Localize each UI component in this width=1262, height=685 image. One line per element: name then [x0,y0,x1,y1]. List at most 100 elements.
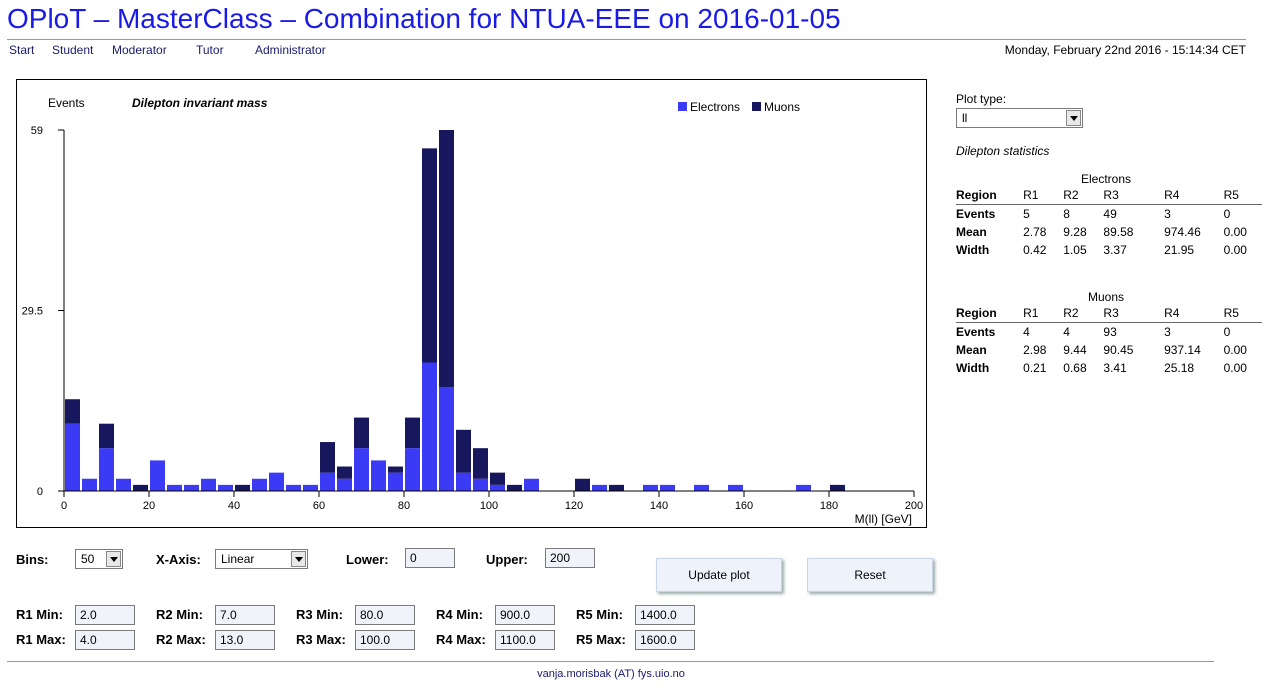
stats-header-cell: R5 [1223,304,1262,323]
y-tick-label: 59 [31,125,43,137]
r2-max-input[interactable] [215,630,275,650]
footer-contact[interactable]: vanja.morisbak (AT) fys.uio.no [537,668,685,680]
stats-cell: 0.00 [1223,361,1247,375]
bar-electrons-136 [643,484,658,491]
r1-min-input[interactable] [75,605,135,625]
title-divider [7,39,1246,40]
nav-student[interactable]: Student [52,43,94,57]
upper-label: Upper: [486,552,528,567]
bar-electrons-72 [371,460,386,491]
stats-cell: 9.28 [1063,225,1087,239]
electron-stats-block: Electrons Region R1 R2 R3 R4 R5 Events 5 8 49 3 0 Me… [956,172,1262,259]
stats-row: Mean 2.78 9.28 89.58 974.46 0.00 [956,223,1262,241]
bar-electrons-20 [150,460,165,491]
stats-header-cell: R4 [1164,186,1224,205]
legend-label-muons: Muons [764,100,800,114]
stats-cell: 3.37 [1103,243,1127,257]
x-tick-label: 20 [143,500,155,512]
page-title: OPloT – MasterClass – Combination for NT… [7,3,841,34]
stats-row-label: Mean [956,225,987,239]
bar-muons-16 [133,484,148,491]
r3-max-input[interactable] [355,630,415,650]
bar-muons-84 [422,148,437,363]
stats-header-cell: R1 [1023,304,1064,323]
bar-electrons-32 [201,478,216,491]
bar-muons-120 [575,478,590,491]
bar-electrons-0 [65,423,80,491]
bar-electrons-84 [422,362,437,491]
r5-max-input[interactable] [635,630,695,650]
muon-stats-table: Region R1 R2 R3 R4 R5 Events 4 4 93 3 0 Mean 2.98 9.44… [956,304,1262,377]
stats-row-label: Events [956,207,996,221]
nav-start[interactable]: Start [9,43,35,57]
bar-electrons-124 [592,484,607,491]
bar-electrons-52 [286,484,301,491]
electron-stats-caption: Electrons [1080,172,1132,186]
stats-cell: 25.18 [1164,361,1195,375]
stats-cell: 0.42 [1023,243,1047,257]
stats-cell: 93 [1103,325,1117,339]
stats-cell: 0.00 [1223,225,1247,239]
plot-type-select[interactable]: ll [956,108,1083,128]
bar-muons-8 [99,423,114,449]
stats-row: Width 0.21 0.68 3.41 25.18 0.00 [956,359,1262,377]
nav-tutor[interactable]: Tutor [196,43,224,57]
stats-cell: 4 [1063,325,1070,339]
stats-cell: 3 [1164,207,1171,221]
r2-max-label: R2 Max: [156,632,206,647]
x-tick-label: 100 [480,500,498,512]
r4-max-input[interactable] [495,630,555,650]
bins-value: 50 [81,552,95,566]
stats-cell: 0.68 [1063,361,1087,375]
bar-electrons-36 [218,484,233,491]
update-plot-button[interactable]: Update plot [656,558,782,592]
y-tick-label: 0 [37,486,43,498]
stats-header-cell: Region [956,186,1024,205]
upper-input[interactable] [545,548,595,568]
bar-muons-76 [388,466,403,473]
r5-max-label: R5 Max: [576,632,626,647]
electron-stats-table: Region R1 R2 R3 R4 R5 Events 5 8 49 3 0 Mean 2.78 9.28… [956,186,1262,259]
x-tick-label: 120 [565,500,583,512]
bar-muons-180 [830,484,845,491]
stats-header-cell: R3 [1103,304,1165,323]
stats-cell: 1.05 [1063,243,1087,257]
stats-cell: 8 [1063,207,1070,221]
bar-electrons-172 [796,484,811,491]
nav-administrator[interactable]: Administrator [255,43,326,57]
stats-header-cell: R3 [1103,186,1165,205]
r2-min-input[interactable] [215,605,275,625]
r4-min-input[interactable] [495,605,555,625]
lower-input[interactable] [405,548,455,568]
bar-muons-80 [405,417,420,449]
plot-type-label: Plot type: [956,92,1007,106]
stats-row-label: Events [956,325,996,339]
bins-select[interactable]: 50 [75,549,123,569]
nav-moderator[interactable]: Moderator [112,43,167,57]
reset-button[interactable]: Reset [807,558,933,592]
x-tick-label: 160 [735,500,753,512]
stats-cell: 49 [1103,207,1117,221]
bar-electrons-76 [388,472,403,491]
histogram-chart: 0 29.5 59 0 20 40 60 80 100 120 140 160 180 200 Even… [22,96,924,526]
bar-electrons-100 [490,484,505,491]
r1-max-label: R1 Max: [16,632,66,647]
stats-row: Mean 2.98 9.44 90.45 937.14 0.00 [956,341,1262,359]
bar-electrons-12 [116,478,131,491]
bar-electrons-108 [524,478,539,491]
r3-min-input[interactable] [355,605,415,625]
xaxis-value: Linear [221,552,255,566]
r1-min-label: R1 Min: [16,607,63,622]
r1-max-input[interactable] [75,630,135,650]
r3-min-label: R3 Min: [296,607,343,622]
r5-min-input[interactable] [635,605,695,625]
stats-header-cell: R2 [1063,304,1104,323]
muon-stats-block: Muons Region R1 R2 R3 R4 R5 Events 4 4 93 3 0 Mean 2.… [956,290,1262,377]
bins-label: Bins: [16,552,49,567]
r2-min-label: R2 Min: [156,607,203,622]
stats-header-cell: R2 [1063,186,1104,205]
y-tick-label: 29.5 [22,306,43,318]
xaxis-select[interactable]: Linear [215,549,308,569]
bar-muons-128 [609,484,624,491]
bar-electrons-60 [320,472,335,491]
